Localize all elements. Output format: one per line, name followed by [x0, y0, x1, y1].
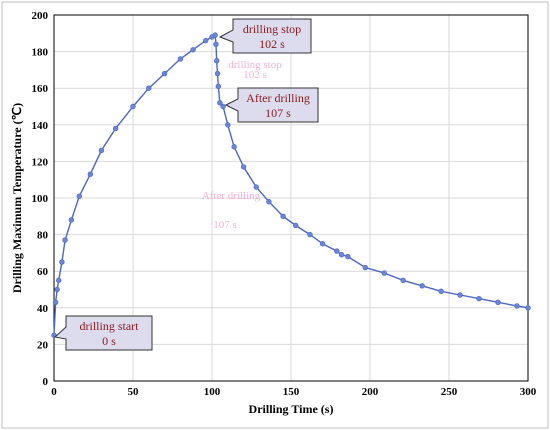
y-tick-label: 20	[37, 339, 49, 351]
y-tick-label: 200	[32, 10, 49, 22]
data-point	[87, 171, 94, 177]
data-point	[146, 85, 152, 91]
callout-label: drilling start	[80, 319, 140, 333]
data-point	[98, 147, 105, 154]
data-point	[214, 58, 220, 64]
watermark-text: 107 s	[213, 219, 237, 231]
data-point	[130, 103, 136, 110]
data-point	[319, 241, 326, 247]
data-point	[266, 198, 272, 205]
data-point	[514, 303, 520, 309]
data-point	[225, 122, 231, 128]
data-point	[293, 222, 299, 229]
data-point	[190, 47, 196, 53]
data-point	[476, 295, 482, 302]
data-point	[202, 37, 209, 44]
data-point	[419, 283, 425, 289]
x-tick-label: 0	[51, 386, 57, 398]
y-tick-label: 40	[37, 303, 49, 315]
data-point	[438, 288, 444, 295]
data-point	[525, 305, 531, 311]
y-tick-label: 0	[43, 376, 49, 388]
watermark-text: drilling stop	[228, 59, 282, 71]
data-point	[345, 253, 351, 260]
data-point	[215, 83, 222, 90]
x-axis-title: Drilling Time (s)	[249, 402, 334, 416]
watermark-text: 102 s	[243, 69, 267, 81]
callout-label: After drilling	[246, 91, 310, 105]
data-point	[280, 213, 286, 220]
data-point	[214, 70, 221, 77]
data-point	[231, 144, 237, 150]
callout-label: drilling stop	[243, 22, 301, 36]
callout-box	[224, 87, 319, 123]
y-tick-label: 80	[37, 230, 49, 242]
callout-label: 0 s	[102, 334, 116, 348]
y-tick-label: 140	[32, 120, 49, 132]
data-point	[54, 286, 60, 293]
data-point	[59, 259, 65, 265]
x-tick-label: 100	[204, 386, 221, 398]
data-point	[161, 70, 168, 77]
x-tick-label: 250	[441, 386, 458, 398]
data-point	[217, 100, 223, 106]
callout-box	[218, 18, 312, 54]
data-point	[457, 292, 463, 298]
callout-label: 107 s	[265, 106, 291, 120]
data-point	[334, 248, 340, 254]
x-tick-label: 200	[362, 386, 379, 398]
tick-labels: 0 50 100 150 200 250 300 0 20 40 60 80 100 120 140 160 1…	[32, 10, 537, 398]
data-point	[213, 41, 219, 47]
series-layer	[51, 32, 531, 338]
data-point	[177, 56, 184, 62]
data-point	[76, 193, 82, 199]
data-point	[338, 252, 345, 258]
callout-box	[53, 315, 153, 351]
data-point	[56, 277, 62, 284]
data-point	[307, 231, 313, 238]
data-point	[400, 277, 406, 284]
data-point	[112, 125, 119, 132]
x-tick-label: 300	[520, 386, 537, 398]
data-point	[52, 299, 59, 306]
y-axis-title: Drilling Maximum Temperature (℃)	[10, 103, 24, 293]
data-point	[362, 264, 368, 271]
data-point	[220, 103, 226, 110]
data-point	[68, 217, 75, 223]
y-tick-label: 160	[32, 83, 49, 95]
data-point	[62, 237, 68, 243]
x-tick-label: 50	[128, 386, 140, 398]
callout-label: 102 s	[259, 37, 285, 51]
data-point	[253, 184, 259, 190]
data-point	[240, 164, 247, 170]
x-tick-label: 150	[283, 386, 300, 398]
y-tick-label: 180	[32, 47, 49, 59]
data-point	[212, 32, 218, 38]
y-tick-label: 60	[37, 266, 49, 278]
y-tick-label: 120	[32, 156, 49, 168]
y-tick-label: 100	[32, 193, 49, 205]
plot-area	[53, 14, 529, 382]
data-point	[495, 299, 501, 306]
watermark-text: After drilling	[202, 190, 261, 202]
data-point	[381, 270, 387, 276]
